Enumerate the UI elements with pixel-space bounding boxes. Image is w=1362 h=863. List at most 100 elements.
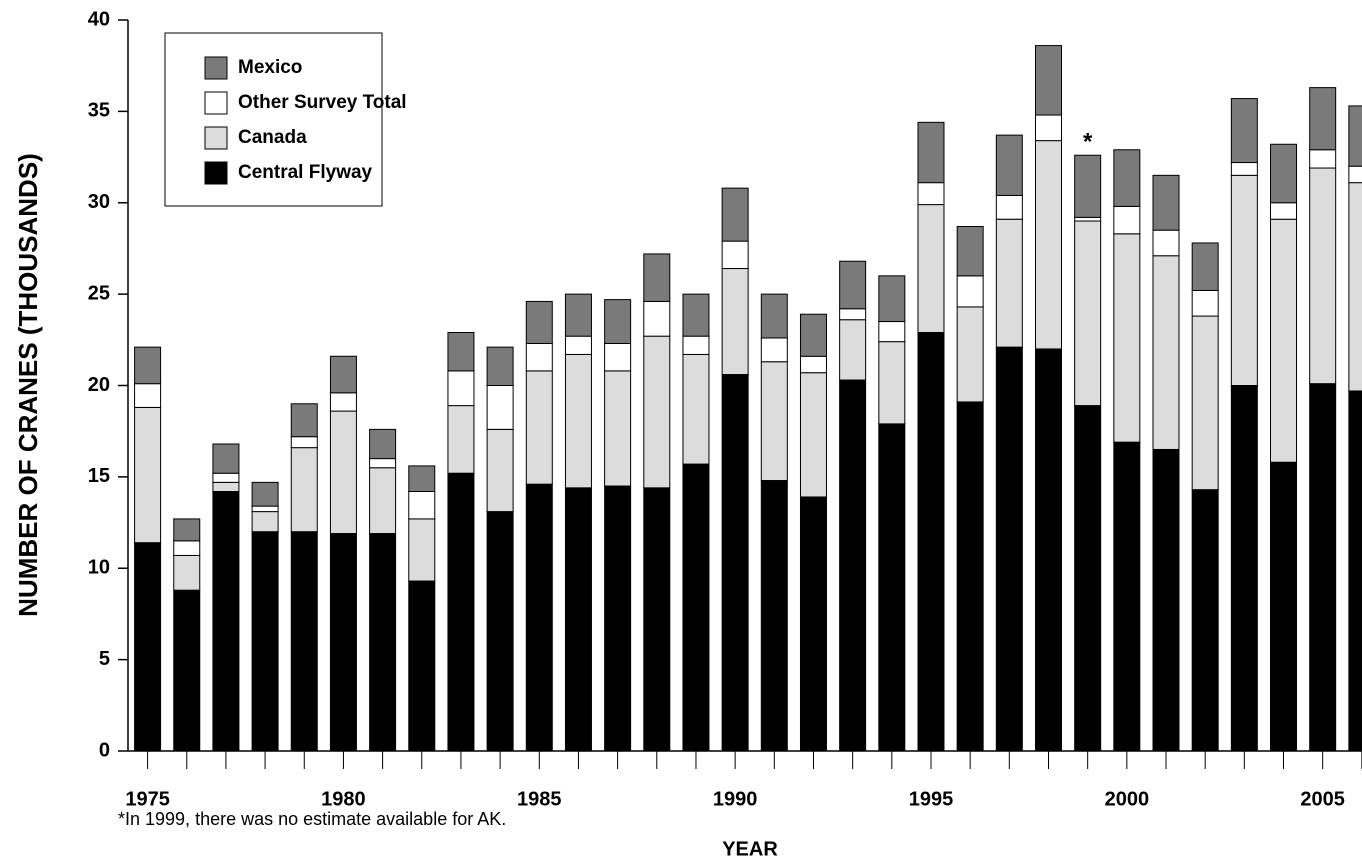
bar-segment — [1230, 174, 1258, 386]
bar-segment — [1074, 220, 1102, 407]
footnote: *In 1999, there was no estimate availabl… — [118, 809, 506, 829]
bar-segment — [799, 355, 827, 374]
bar-segment — [1270, 461, 1298, 752]
bar-segment — [525, 370, 553, 485]
bar-segment — [760, 361, 788, 482]
bar-segment — [290, 531, 318, 752]
y-tick-label: 15 — [88, 465, 110, 487]
bar-segment — [173, 589, 201, 752]
bar-segment — [1152, 448, 1180, 752]
legend-label: Canada — [238, 127, 307, 148]
bar-segment — [643, 487, 671, 752]
bar-segment — [956, 275, 984, 308]
bar-segment — [1113, 441, 1141, 752]
bar-segment — [212, 472, 240, 483]
bar-segment — [682, 463, 710, 752]
bar-segment — [878, 321, 906, 343]
bar-segment — [134, 346, 162, 385]
legend-swatch — [204, 56, 228, 80]
bar-segment — [1152, 255, 1180, 450]
bar-segment — [682, 335, 710, 355]
bar-segment — [1034, 45, 1062, 116]
bar-segment — [329, 410, 357, 535]
y-tick-label: 30 — [88, 191, 110, 213]
bar-segment — [604, 342, 632, 372]
bar-segment — [721, 268, 749, 376]
bar-segment — [604, 370, 632, 487]
bar-segment — [604, 299, 632, 344]
bar-segment — [251, 505, 279, 513]
bar-segment — [1270, 218, 1298, 463]
bar-segment — [1348, 105, 1362, 167]
bar-segment — [1034, 348, 1062, 752]
bar-segment — [251, 531, 279, 752]
y-tick-label: 40 — [88, 8, 110, 30]
bar-segment — [721, 374, 749, 752]
bar-segment — [564, 487, 592, 752]
bar-segment — [956, 306, 984, 403]
bar-segment — [839, 260, 867, 310]
y-tick-label: 5 — [99, 648, 110, 670]
bar-segment — [212, 490, 240, 752]
bar-segment — [956, 401, 984, 752]
bar-segment — [721, 187, 749, 242]
bar-segment — [447, 405, 475, 474]
bar-segment — [995, 134, 1023, 196]
bar-segment — [408, 465, 436, 492]
bar-segment — [1152, 229, 1180, 257]
bar-segment — [447, 332, 475, 372]
bar-segment — [408, 518, 436, 582]
bar-segment — [369, 467, 397, 535]
bar-segment — [173, 554, 201, 591]
bar-segment — [839, 308, 867, 321]
bar-segment — [956, 226, 984, 277]
bar-segment — [917, 332, 945, 752]
x-tick-label: 1985 — [517, 788, 562, 810]
bar-segment — [917, 182, 945, 206]
bar-segment — [1074, 216, 1102, 222]
bar-segment — [369, 458, 397, 469]
legend-label: Central Flyway — [238, 162, 373, 183]
y-axis-title: NUMBER OF CRANES (THOUSANDS) — [13, 153, 43, 617]
bar-segment — [1309, 149, 1337, 169]
bar-segment — [1074, 154, 1102, 218]
bar-segment — [1034, 114, 1062, 142]
bar-segment — [525, 300, 553, 344]
bar-segment — [799, 496, 827, 752]
y-tick-label: 35 — [88, 100, 110, 122]
bar-segment — [525, 342, 553, 372]
x-tick-label: 1995 — [909, 788, 954, 810]
y-tick-label: 20 — [88, 374, 110, 396]
bar-segment — [329, 392, 357, 412]
bar-segment — [290, 436, 318, 449]
bar-segment — [760, 480, 788, 752]
bar-segment — [408, 490, 436, 520]
bar-segment — [1113, 205, 1141, 235]
bar-segment — [369, 428, 397, 460]
bar-segment — [1230, 98, 1258, 164]
bar-segment — [1309, 87, 1337, 151]
bar-segment — [1191, 489, 1219, 752]
legend-box — [164, 32, 383, 207]
bar-segment — [564, 335, 592, 355]
bar-segment — [212, 481, 240, 492]
bar-segment — [643, 300, 671, 337]
bar-segment — [1113, 149, 1141, 207]
bar-segment — [643, 335, 671, 489]
legend-label: Mexico — [238, 57, 302, 78]
x-axis-title: YEAR — [722, 838, 778, 860]
bar-segment — [1191, 242, 1219, 291]
bar-segment — [1309, 167, 1337, 385]
x-tick-label: 2000 — [1105, 788, 1150, 810]
bar-segment — [134, 542, 162, 752]
legend-swatch — [204, 126, 228, 150]
bar-segment — [564, 353, 592, 489]
bar-segment — [564, 293, 592, 337]
bar-segment — [799, 372, 827, 498]
bar-segment — [878, 423, 906, 752]
x-tick-label: 2005 — [1300, 788, 1345, 810]
bar-segment — [760, 293, 788, 339]
bar-segment — [134, 383, 162, 408]
